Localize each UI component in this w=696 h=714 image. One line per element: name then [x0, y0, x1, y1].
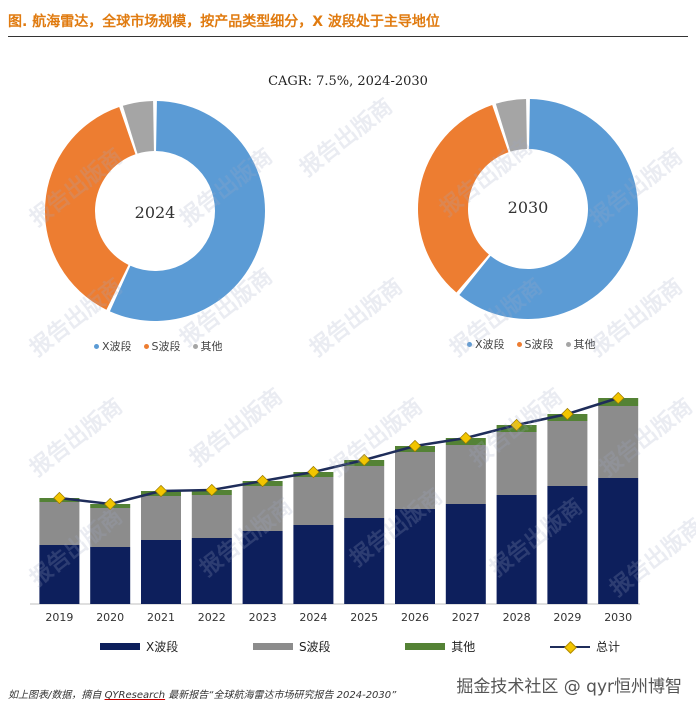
x-tick-label: 2019	[45, 611, 73, 624]
legend-label: X波段	[102, 340, 132, 353]
bar-s-band-2026	[395, 452, 435, 509]
bar-x-band-2029	[547, 486, 588, 604]
legend-item-x-band: X波段	[467, 336, 505, 352]
bar-legend-other: 其他	[405, 638, 475, 655]
bar-s-band-2023	[242, 486, 283, 531]
bar-x-band-2020	[90, 547, 131, 604]
bar-s-band-2019	[39, 502, 80, 545]
legend-label: 总计	[595, 640, 620, 654]
x-tick-label: 2029	[553, 611, 581, 624]
bar-legend-total: 总计	[549, 638, 620, 655]
figure-title: 图. 航海雷达，全球市场规模，按产品类型细分，X 波段处于主导地位	[8, 8, 688, 37]
bar-x-band-2023	[242, 531, 283, 604]
bar-s-band-2024	[293, 477, 334, 525]
donut-slice-s-band	[44, 106, 136, 310]
bar-s-band-2029	[547, 421, 588, 486]
donut-slice-x-band	[109, 101, 266, 321]
stacked-bar-chart: 2019 2020 2021 2022 2023 2024 2025 2026 2027 2028…	[30, 391, 640, 624]
bar-x-band-2025	[344, 518, 385, 604]
total-marker-2020	[104, 497, 117, 511]
watermark-text: 报告出版商	[305, 274, 408, 362]
total-marker-2019	[53, 491, 66, 505]
bar-x-band-2026	[395, 509, 435, 604]
x-tick-label: 2027	[452, 611, 480, 624]
bar-legend-s-band: S波段	[252, 638, 331, 655]
donut-center-label-2024: 2024	[134, 203, 176, 222]
bar-x-band-2030	[598, 478, 639, 604]
x-tick-label: 2021	[147, 611, 175, 624]
bar-s-band-2027	[445, 445, 486, 504]
donut-legend-2030: X波段 S波段 其他	[467, 336, 596, 352]
source-prefix: 如上图表/数据，摘自	[8, 690, 102, 701]
source-suffix: 最新报告“全球航海雷达市场研究报告 2024-2030”	[168, 690, 397, 701]
total-marker-2027	[459, 431, 472, 445]
source-brand: QYResearch	[104, 690, 166, 701]
legend-label: 其他	[451, 640, 476, 654]
x-tick-label: 2025	[350, 611, 378, 624]
total-marker-2023	[256, 474, 269, 488]
legend-item-other: 其他	[565, 336, 596, 352]
bar-legend-x-band: X波段	[100, 638, 178, 655]
total-line	[59, 396, 619, 506]
bar-s-band-2022	[191, 495, 232, 538]
x-tick-label: 2030	[604, 611, 632, 624]
legend-label: 其他	[573, 338, 596, 351]
legend-label: S波段	[298, 640, 331, 654]
legend-label: 其他	[200, 340, 223, 353]
bar-chart-legend: X波段 S波段 其他 总计	[100, 638, 620, 655]
bar-x-band-2027	[445, 504, 486, 604]
cagr-label: CAGR: 7.5%, 2024-2030	[268, 74, 428, 89]
donut-chart-2024	[44, 101, 266, 321]
bar-s-band-2021	[141, 496, 181, 540]
donut-slice-other	[495, 99, 527, 152]
site-watermark: 掘金技术社区 @ qyr恒州博智	[456, 677, 682, 697]
bar-x-band-2021	[141, 540, 181, 604]
legend-item-s-band: S波段	[516, 336, 554, 352]
total-marker-2021	[154, 484, 168, 498]
bar-s-band-2020	[90, 508, 131, 547]
bar-s-band-2025	[344, 466, 385, 518]
total-marker-2030	[612, 391, 625, 405]
x-tick-label: 2020	[96, 611, 124, 624]
bar-x-band-2028	[496, 495, 537, 604]
legend-label: X波段	[146, 640, 179, 654]
donut-slice-s-band	[418, 104, 509, 293]
bar-s-band-2028	[496, 432, 537, 495]
x-tick-label: 2026	[401, 611, 429, 624]
donut-slice-x-band	[459, 99, 638, 319]
donut-chart-2030	[418, 99, 638, 319]
total-marker-2025	[358, 453, 371, 467]
donut-center-label-2030: 2030	[507, 198, 549, 217]
x-tick-label: 2023	[249, 611, 277, 624]
legend-label: S波段	[524, 338, 554, 351]
bar-x-band-2019	[39, 545, 80, 604]
legend-label: S波段	[151, 340, 181, 353]
legend-label: X波段	[475, 338, 505, 351]
total-marker-2026	[408, 439, 422, 453]
bar-x-band-2024	[293, 525, 334, 604]
x-tick-label: 2022	[198, 611, 226, 624]
legend-item-x-band: X波段	[94, 338, 132, 354]
watermark-text: 报告出版商	[295, 94, 398, 182]
total-marker-2024	[307, 465, 320, 479]
donut-slice-other	[122, 101, 154, 154]
donut-legend-2024: X波段 S波段 其他	[94, 338, 223, 354]
legend-item-s-band: S波段	[143, 338, 181, 354]
total-marker-2028	[510, 418, 523, 432]
legend-item-other: 其他	[192, 338, 223, 354]
x-tick-label: 2024	[299, 611, 327, 624]
total-marker-2022	[205, 483, 218, 497]
x-tick-label: 2028	[503, 611, 531, 624]
bar-x-band-2022	[191, 538, 232, 604]
total-marker-2029	[561, 407, 574, 421]
source-note: 如上图表/数据，摘自 QYResearch 最新报告“全球航海雷达市场研究报告 …	[8, 686, 396, 701]
bar-s-band-2030	[598, 406, 639, 478]
